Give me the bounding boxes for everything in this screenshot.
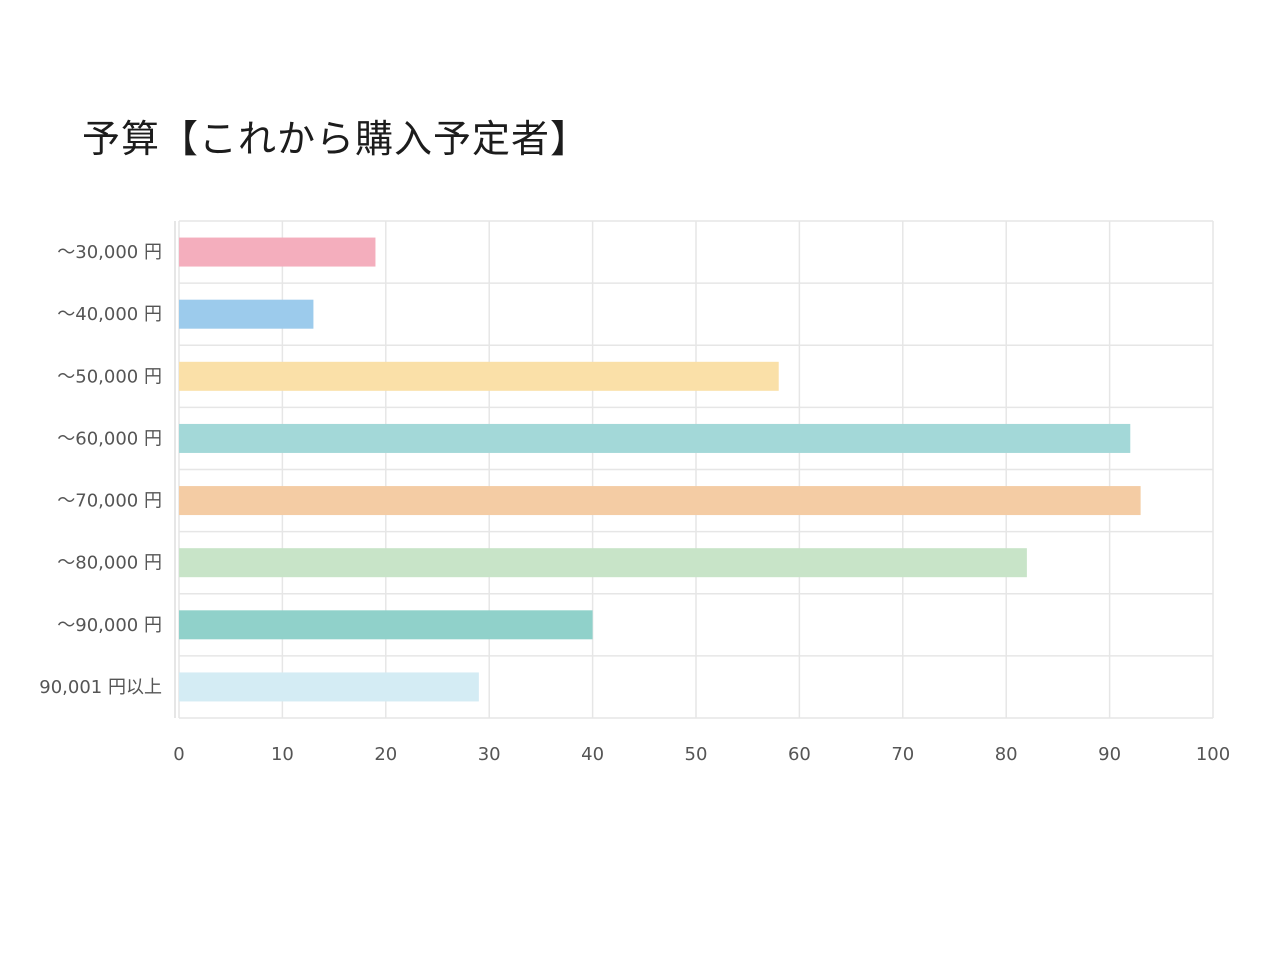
bar bbox=[179, 237, 376, 267]
category-label: 〜30,000 円 bbox=[57, 242, 162, 263]
category-label: 90,001 円以上 bbox=[39, 677, 162, 698]
bar bbox=[179, 299, 314, 329]
bars bbox=[179, 237, 1141, 702]
x-axis-ticks: 0 10 20 30 40 50 60 70 80 90 100 bbox=[173, 744, 1230, 765]
bar bbox=[179, 361, 779, 391]
page-title: 予算【これから購入予定者】 bbox=[82, 117, 590, 161]
category-label: 〜50,000 円 bbox=[57, 366, 162, 387]
x-tick-label: 0 bbox=[173, 744, 184, 765]
x-tick-label: 30 bbox=[478, 744, 501, 765]
x-tick-label: 50 bbox=[685, 744, 708, 765]
x-tick-label: 40 bbox=[581, 744, 604, 765]
bar bbox=[179, 672, 479, 702]
bar bbox=[179, 548, 1027, 578]
x-tick-label: 100 bbox=[1196, 744, 1230, 765]
bar bbox=[179, 423, 1131, 453]
x-tick-label: 20 bbox=[374, 744, 397, 765]
bar bbox=[179, 486, 1141, 516]
category-labels: 〜30,000 円〜40,000 円〜50,000 円〜60,000 円〜70,… bbox=[39, 242, 162, 698]
category-label: 〜80,000 円 bbox=[57, 553, 162, 574]
category-label: 〜40,000 円 bbox=[57, 304, 162, 325]
x-tick-label: 70 bbox=[891, 744, 914, 765]
category-label: 〜60,000 円 bbox=[57, 428, 162, 449]
x-tick-label: 60 bbox=[788, 744, 811, 765]
x-tick-label: 10 bbox=[271, 744, 294, 765]
category-label: 〜90,000 円 bbox=[57, 615, 162, 636]
x-tick-label: 80 bbox=[995, 744, 1018, 765]
x-tick-label: 90 bbox=[1098, 744, 1121, 765]
bar bbox=[179, 610, 593, 640]
category-label: 〜70,000 円 bbox=[57, 491, 162, 512]
grid bbox=[174, 220, 1214, 719]
